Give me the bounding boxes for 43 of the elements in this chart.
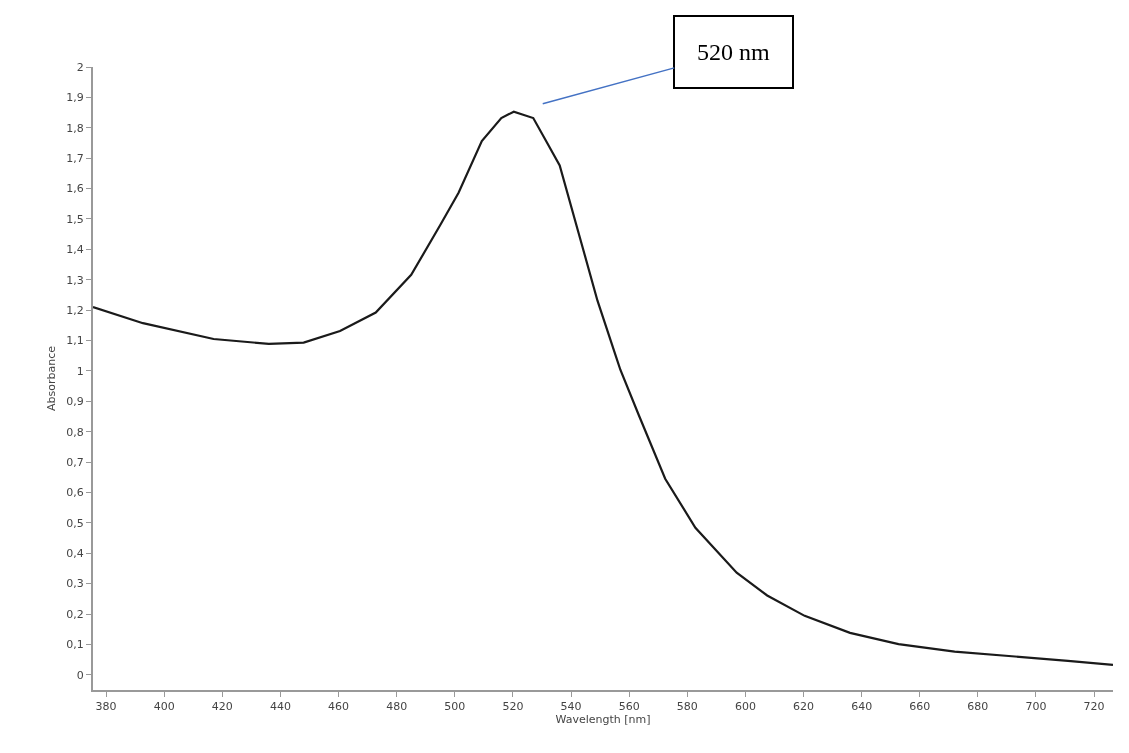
y-tick-label: 1,4 — [66, 243, 84, 257]
y-tick-label: 0,3 — [66, 577, 84, 591]
y-tick-label: 0,9 — [66, 395, 84, 409]
x-axis-title: Wavelength [nm] — [555, 713, 651, 727]
x-tick-label: 460 — [328, 700, 350, 714]
y-axis-title: Absorbance — [45, 345, 59, 412]
x-tick-label: 480 — [386, 700, 408, 714]
x-tick-label: 440 — [269, 700, 291, 714]
x-tick-label: 380 — [95, 700, 117, 714]
y-tick-label: 1,7 — [66, 152, 84, 166]
y-tick-label: 1,5 — [66, 212, 84, 226]
y-tick-label: 1,1 — [66, 334, 84, 348]
x-tick-label: 640 — [851, 700, 873, 714]
line-series — [93, 110, 1113, 666]
y-tick-label: 0,8 — [66, 425, 84, 439]
y-tick-label: 1,9 — [66, 91, 84, 105]
y-tick-label: 0,5 — [66, 516, 84, 530]
x-tick-label: 720 — [1083, 700, 1105, 714]
y-tick-label: 2 — [76, 60, 84, 74]
x-tick-label: 660 — [909, 700, 931, 714]
y-tick-label: 0,2 — [66, 607, 84, 621]
x-tick-label: 400 — [153, 700, 175, 714]
y-tick-label: 0,1 — [66, 638, 84, 652]
y-tick-label: 0,4 — [66, 547, 84, 561]
x-tick-label: 680 — [967, 700, 989, 714]
y-tick-label: 1 — [76, 364, 84, 378]
y-tick-label: 0,6 — [66, 486, 84, 500]
x-tick-label: 560 — [618, 700, 640, 714]
x-tick-label: 540 — [560, 700, 582, 714]
y-tick-label: 1,2 — [66, 303, 84, 317]
x-tick-label: 600 — [734, 700, 756, 714]
x-tick-label: 420 — [211, 700, 233, 714]
x-tick-label: 500 — [444, 700, 466, 714]
y-tick-label: 1,8 — [66, 121, 84, 135]
annotation: 520 nm — [697, 39, 770, 65]
y-tick-label: 0,7 — [66, 455, 84, 469]
x-tick-label: 700 — [1025, 700, 1047, 714]
y-tick-label: 1,6 — [66, 182, 84, 196]
x-tick-label: 520 — [502, 700, 524, 714]
x-tick-label: 580 — [676, 700, 698, 714]
y-tick-label: 0 — [76, 668, 84, 682]
y-tick-label: 1,3 — [66, 273, 84, 287]
x-tick-label: 620 — [793, 700, 815, 714]
